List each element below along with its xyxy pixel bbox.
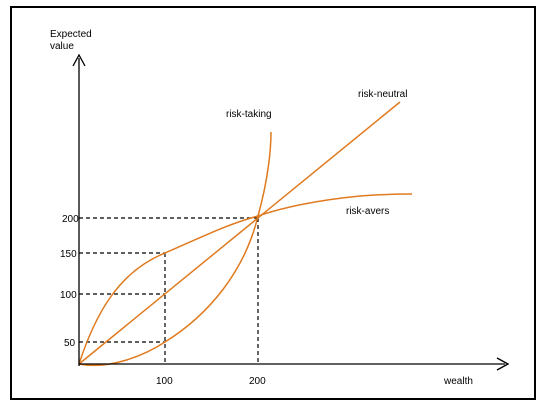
x-axis-label: wealth [443,376,473,387]
risk-neutral-label: risk-neutral [358,89,407,100]
y-axis-arrow [72,53,86,67]
y-tick-50: 50 [64,338,76,349]
risk-taking-curve [78,131,272,367]
y-axis-label-line2: value [50,41,74,52]
y-axis-label-line1: Expected [50,29,92,40]
risk-averse-label: risk-avers [346,206,389,217]
y-tick-100: 100 [60,290,77,301]
y-tick-200: 200 [62,214,79,225]
x-axis-arrow [496,357,510,371]
y-tick-150: 150 [60,249,77,260]
x-tick-200: 200 [249,376,266,387]
risk-neutral-line [78,101,401,365]
x-tick-100: 100 [156,376,173,387]
risk-taking-label: risk-taking [226,109,272,120]
diagram-frame [10,6,536,400]
risk-averse-curve [78,193,413,365]
